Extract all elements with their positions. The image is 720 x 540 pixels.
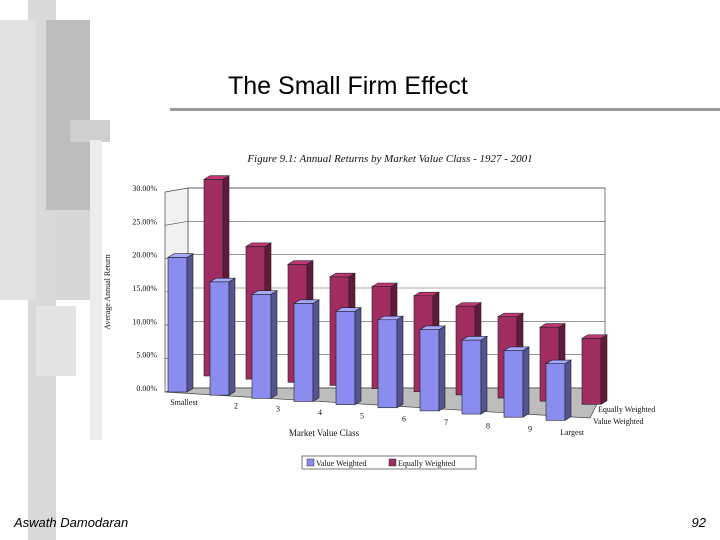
bar-top xyxy=(538,323,567,328)
bar-top xyxy=(286,260,315,265)
legend-label-value-weighted: Value Weighted xyxy=(316,459,367,468)
bar-value-weighted xyxy=(292,299,321,402)
bar-top xyxy=(544,359,573,364)
bar-top xyxy=(412,291,441,297)
bar-face xyxy=(209,281,230,396)
deco-bar-4 xyxy=(70,120,110,142)
x-tick-label: 6 xyxy=(402,415,406,424)
bar-side xyxy=(522,346,530,418)
bar-side xyxy=(438,325,446,412)
bar-face xyxy=(581,338,602,405)
y-tick-label: 25.00% xyxy=(132,217,157,226)
y-tick-label: 0.00% xyxy=(136,384,157,393)
bar-value-weighted xyxy=(376,315,405,409)
bar-face xyxy=(251,293,272,399)
x-tick-label: 2 xyxy=(234,401,238,410)
x-tick-label: Largest xyxy=(560,428,585,437)
x-tick-label: 8 xyxy=(486,421,490,430)
deco-bar-2 xyxy=(46,20,90,210)
x-tick-label: 7 xyxy=(444,418,448,427)
bar-top xyxy=(334,307,363,312)
gridline-side xyxy=(164,187,189,193)
bar-face xyxy=(545,363,566,421)
deco-bar-7 xyxy=(90,140,102,440)
bar-equally-weighted xyxy=(580,334,609,405)
bar-top xyxy=(244,242,273,247)
deco-bar-6 xyxy=(36,306,76,376)
bars xyxy=(166,175,609,421)
deco-bar-3 xyxy=(0,20,36,300)
bar-side xyxy=(270,290,278,399)
bar-value-weighted xyxy=(208,277,237,396)
deco-bar-5 xyxy=(56,210,90,300)
bar-top xyxy=(418,325,447,330)
y-tick-label: 10.00% xyxy=(132,317,157,326)
bar-face xyxy=(419,329,440,412)
legend: Value Weighted Equally Weighted xyxy=(301,455,477,470)
depth-axis-label: Value Weighted xyxy=(593,417,644,426)
bar-side xyxy=(396,315,404,409)
bar-face xyxy=(293,303,314,402)
y-tick-label: 5.00% xyxy=(136,351,157,360)
title-divider xyxy=(170,108,720,111)
bar-side xyxy=(312,299,320,402)
bar-top xyxy=(292,299,321,304)
bar-top xyxy=(250,290,279,295)
bar-face xyxy=(167,257,188,393)
y-tick-label: 30.00% xyxy=(132,184,157,193)
gridline-side xyxy=(164,221,189,226)
chart-title: Figure 9.1: Annual Returns by Market Val… xyxy=(246,153,532,165)
x-tick-label: 4 xyxy=(318,408,322,417)
bar-top xyxy=(580,334,609,339)
y-axis-label: Average Annual Return xyxy=(103,254,112,329)
bar-face xyxy=(503,350,524,418)
x-tick-label: 3 xyxy=(276,405,280,414)
slide-title: The Small Firm Effect xyxy=(228,72,468,100)
footer-page-number: 92 xyxy=(691,515,706,530)
bar-face xyxy=(335,310,356,405)
bar-value-weighted xyxy=(334,307,363,406)
bar-top xyxy=(202,175,231,180)
bar-side xyxy=(228,277,236,396)
x-tick-label: Smallest xyxy=(170,398,198,407)
depth-axis-labels: Equally Weighted Value Weighted xyxy=(593,405,655,426)
x-tick-labels: Smallest 2 3 4 5 6 7 8 9 Largest xyxy=(170,398,584,437)
bar-value-weighted xyxy=(544,359,573,421)
bar-top xyxy=(166,253,195,258)
bar-side xyxy=(354,307,362,406)
bar-top xyxy=(496,312,525,318)
y-tick-labels: 0.00% 5.00% 10.00% 15.00% 20.00% 25.00% 30.00% xyxy=(132,184,157,393)
legend-swatch-value-weighted xyxy=(306,458,315,467)
bar-top xyxy=(376,315,405,321)
bar-side xyxy=(480,335,488,415)
bar-face xyxy=(461,339,482,415)
depth-axis-label: Equally Weighted xyxy=(598,405,655,414)
bar-side xyxy=(186,253,194,393)
bar-value-weighted xyxy=(460,335,489,415)
bar-top xyxy=(454,302,483,307)
footer-author: Aswath Damodaran xyxy=(14,515,129,530)
bar-side xyxy=(600,334,608,405)
bar-value-weighted xyxy=(250,290,279,399)
bar-side xyxy=(564,359,572,421)
legend-swatch-equally-weighted xyxy=(388,458,397,467)
bar-top xyxy=(460,336,489,341)
legend-label-equally-weighted: Equally Weighted xyxy=(398,459,455,468)
x-tick-label: 5 xyxy=(360,411,364,420)
bar-value-weighted xyxy=(418,325,447,412)
y-tick-label: 20.00% xyxy=(132,251,157,260)
bar-top xyxy=(328,272,357,278)
bar-top xyxy=(502,346,531,351)
bar-value-weighted xyxy=(166,253,195,393)
x-tick-label: 9 xyxy=(528,425,532,434)
bar-face xyxy=(377,319,398,409)
bar-top xyxy=(370,282,399,287)
bar-top xyxy=(208,277,237,283)
bar-value-weighted xyxy=(502,346,531,418)
x-axis-label: Market Value Class xyxy=(289,428,360,438)
y-tick-label: 15.00% xyxy=(132,284,157,293)
